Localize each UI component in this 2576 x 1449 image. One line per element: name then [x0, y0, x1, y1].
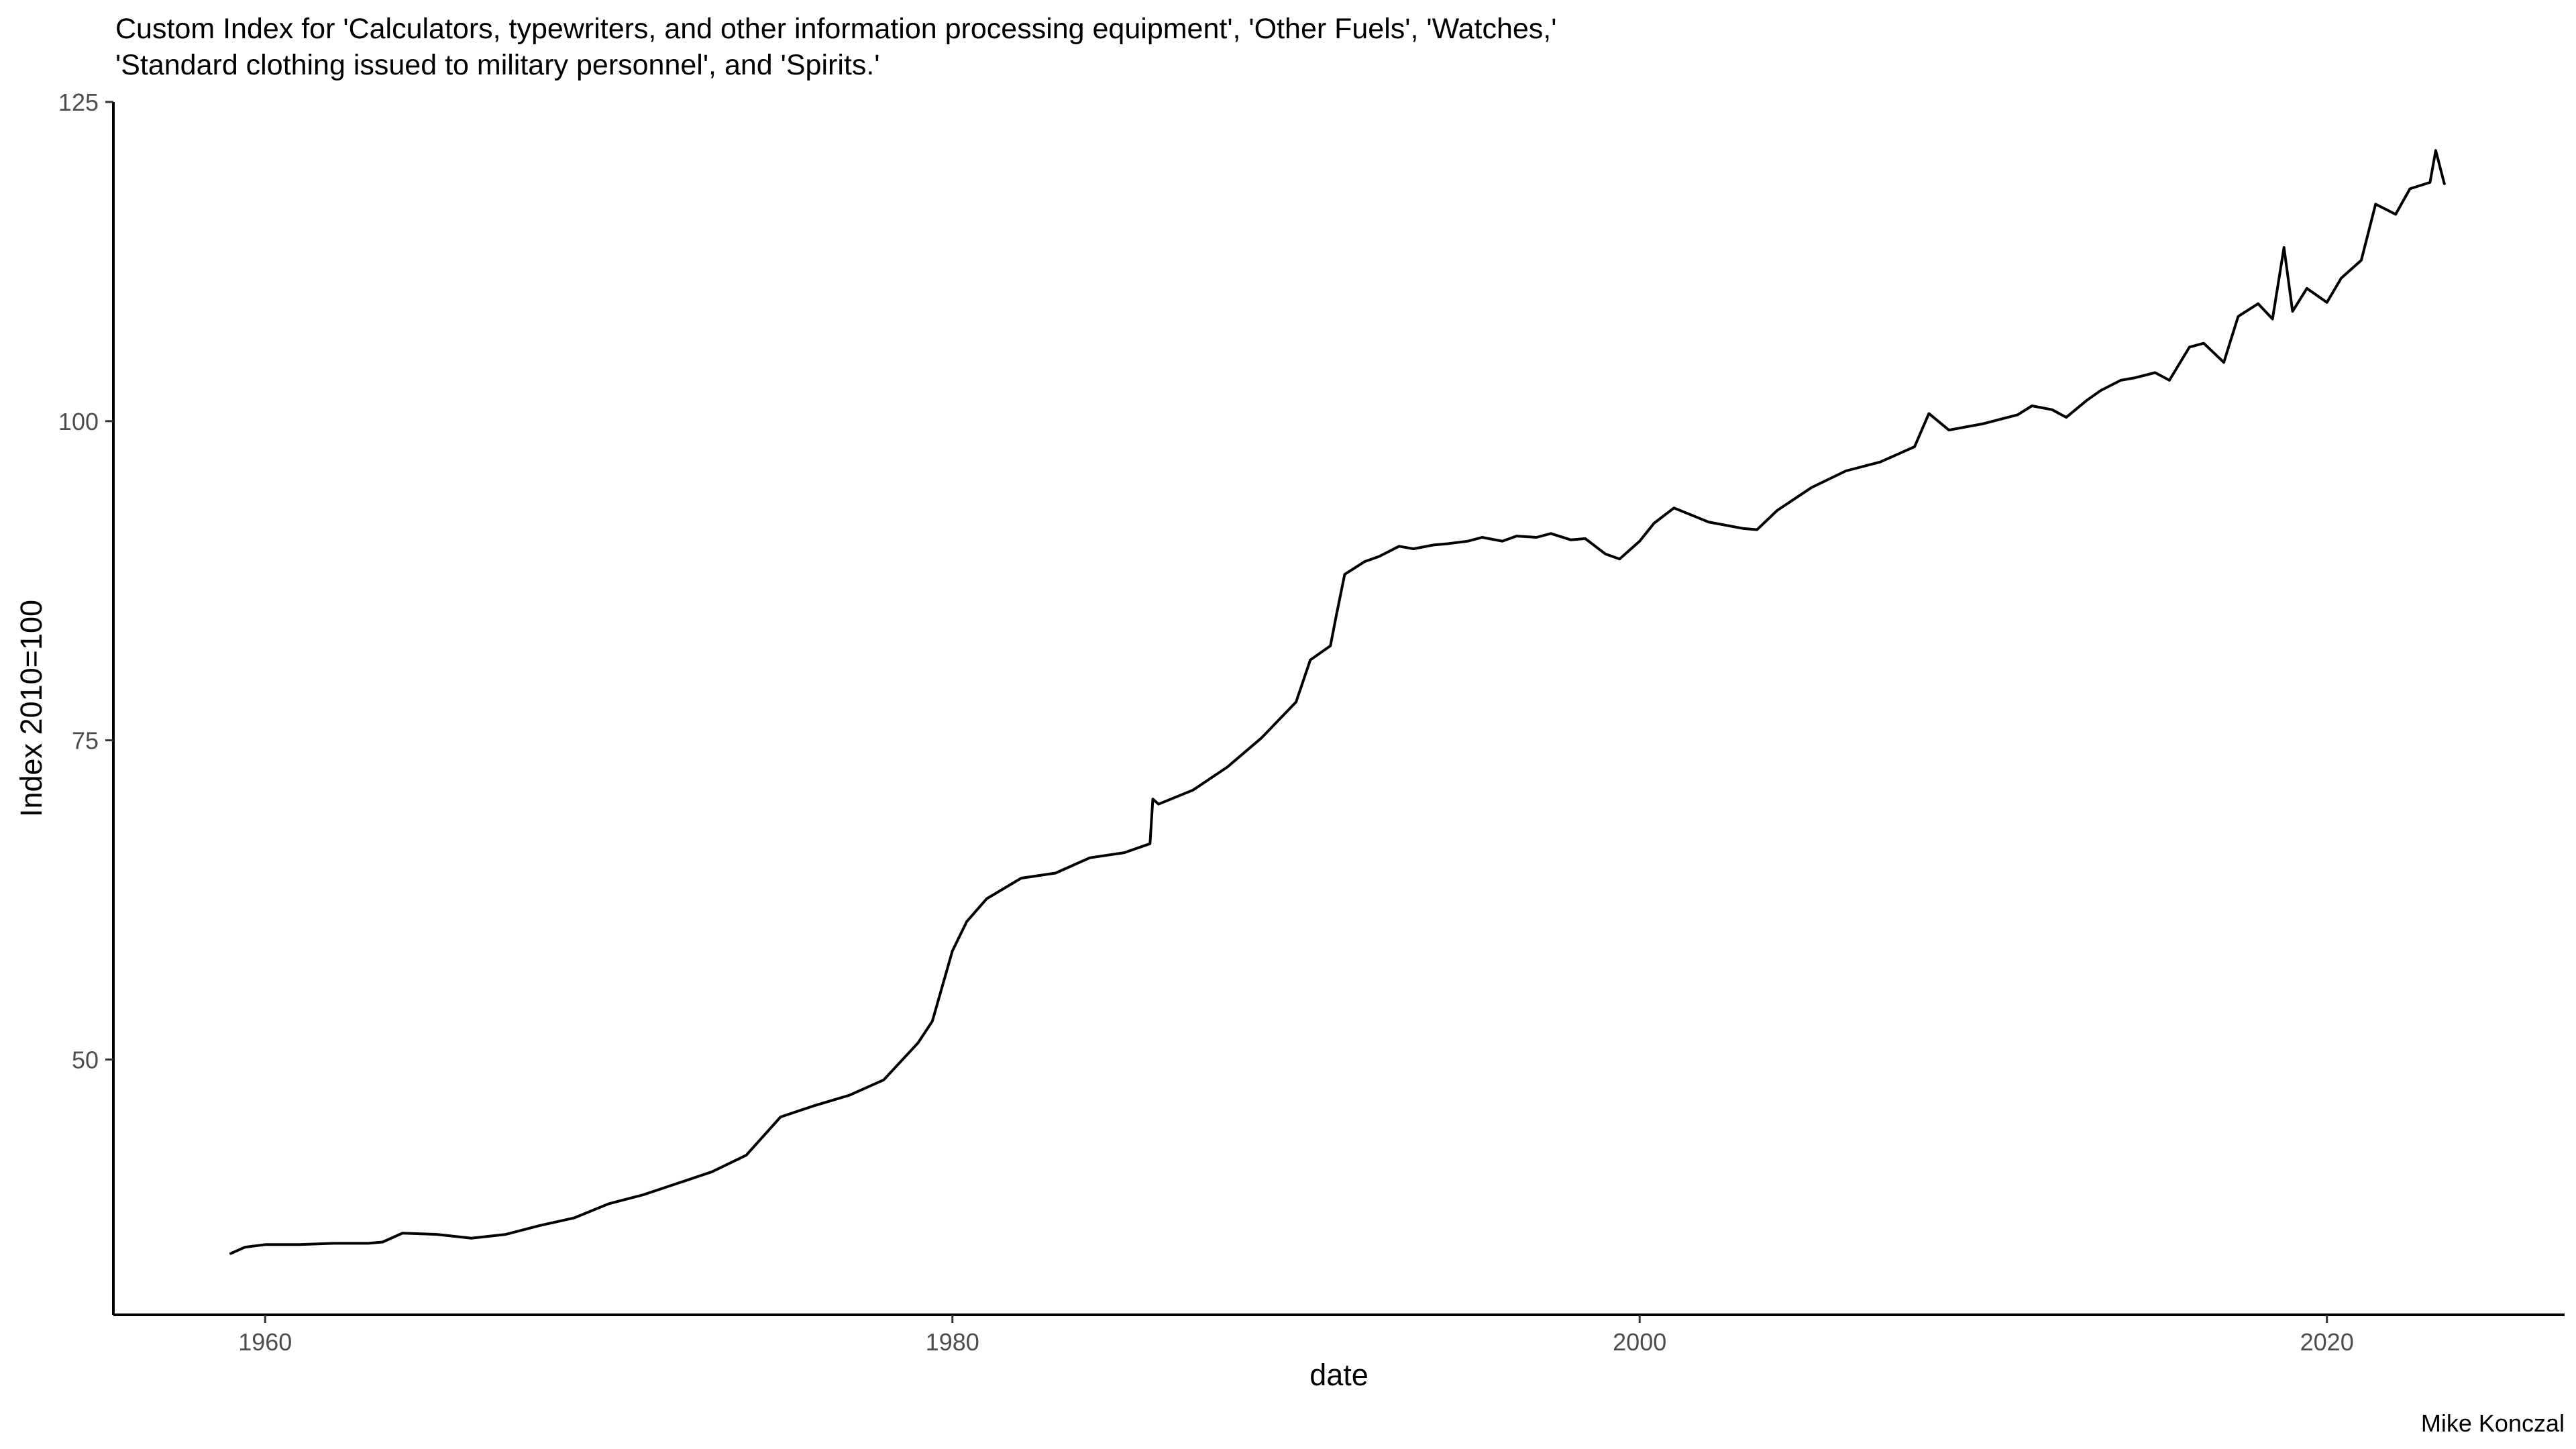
- caption: Mike Konczal: [2421, 1409, 2565, 1437]
- y-tick-label: 125: [58, 89, 99, 116]
- x-tick-label: 1980: [926, 1328, 979, 1356]
- plot-area: [229, 149, 2446, 1255]
- y-tick-label: 100: [58, 408, 99, 435]
- x-tick-label: 1960: [238, 1328, 292, 1356]
- x-tick-label: 2000: [1613, 1328, 1666, 1356]
- y-axis-ticks: 50 75 100 125: [58, 89, 113, 1073]
- series-line: [229, 149, 2446, 1255]
- x-tick-label: 2020: [2300, 1328, 2354, 1356]
- chart-title-line-2: 'Standard clothing issued to military pe…: [115, 49, 879, 81]
- y-tick-label: 75: [72, 727, 99, 755]
- y-axis-title: Index 2010=100: [14, 600, 48, 817]
- x-axis-title: date: [1309, 1358, 1368, 1392]
- chart-title: Custom Index for 'Calculators, typewrite…: [115, 13, 1556, 45]
- x-axis-ticks: 1960 1980 2000 2020: [238, 1315, 2354, 1356]
- y-tick-label: 50: [72, 1046, 99, 1073]
